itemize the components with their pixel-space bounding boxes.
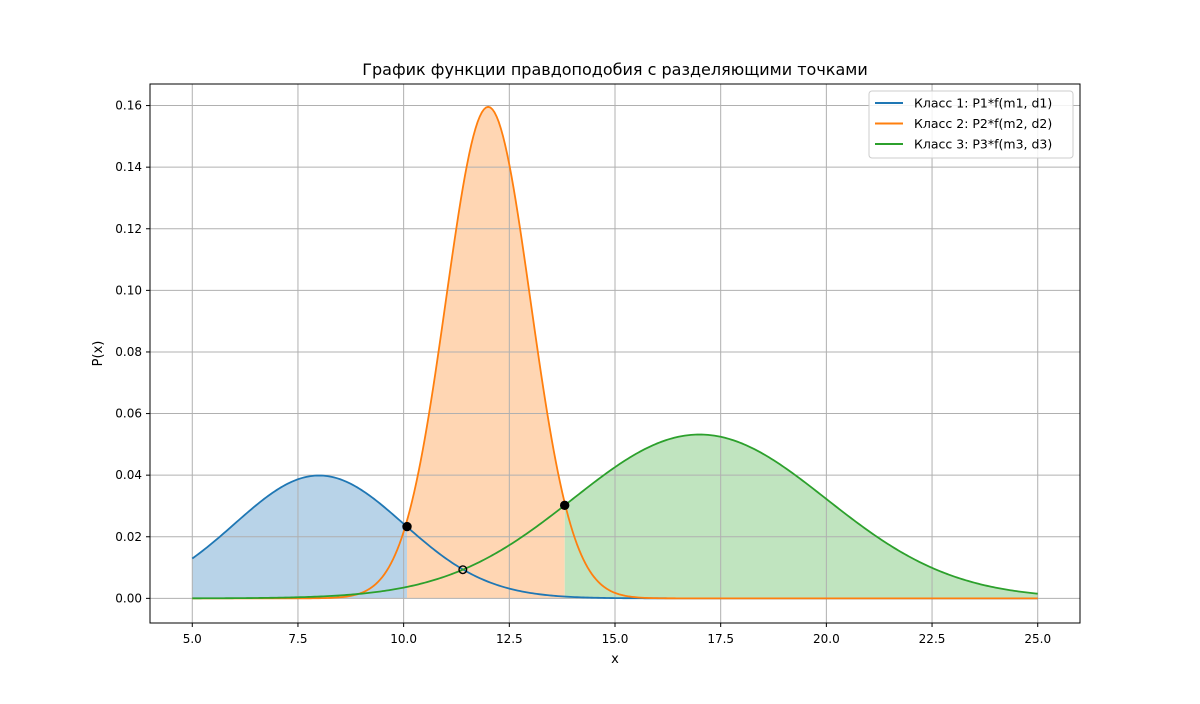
- y-tick-label-0: 0.00: [115, 591, 142, 605]
- x-tick-label-0: 5.0: [183, 632, 202, 646]
- fill-area-2: [407, 106, 565, 599]
- legend-label-3: Класс 3: P3*f(m3, d3): [914, 137, 1052, 152]
- x-tick-label-4: 15.0: [602, 632, 629, 646]
- x-tick-label-7: 22.5: [919, 632, 946, 646]
- y-tick-label-3: 0.06: [115, 407, 142, 421]
- legend-label-2: Класс 2: P2*f(m2, d2): [914, 116, 1052, 131]
- legend: Класс 1: P1*f(m1, d1) Класс 2: P2*f(m2, d…: [868, 90, 1074, 159]
- separating-point-2: [559, 500, 570, 511]
- y-tick-label-6: 0.12: [115, 222, 142, 236]
- x-tick-label-6: 20.0: [813, 632, 840, 646]
- y-tick-label-1: 0.02: [115, 530, 142, 544]
- y-tick-label-7: 0.14: [115, 160, 142, 174]
- separating-points: [402, 500, 570, 575]
- x-tick-label-3: 12.5: [496, 632, 523, 646]
- y-tick-label-8: 0.16: [115, 99, 142, 113]
- chart-title: График функции правдоподобия с разделяющ…: [362, 60, 867, 79]
- x-tick-label-5: 17.5: [707, 632, 734, 646]
- legend-box: [868, 90, 1074, 159]
- x-tick-label-1: 7.5: [288, 632, 307, 646]
- x-tick-label-8: 25.0: [1024, 632, 1051, 646]
- x-axis-label: x: [611, 652, 619, 667]
- separating-point-1: [402, 521, 412, 532]
- fill-area-3: [564, 434, 1038, 599]
- y-tick-label-5: 0.10: [115, 283, 142, 297]
- separating-point-3: [458, 565, 468, 575]
- x-tick-label-2: 10.0: [390, 632, 417, 646]
- y-tick-label-4: 0.08: [115, 345, 142, 359]
- legend-label-1: Класс 1: P1*f(m1, d1): [914, 96, 1052, 111]
- y-axis-ticks: 0.00 0.02 0.04 0.06 0.08 0.10 0.12 0.14 0.16: [115, 99, 150, 605]
- x-axis-ticks: 5.0 7.5 10.0 12.5 15.0 17.5 20.0 22.5 25.0: [183, 623, 1051, 646]
- y-axis-label: P(x): [91, 341, 106, 367]
- series-line-2: [192, 105, 1038, 600]
- series-lines: [191, 105, 1038, 600]
- y-tick-label-2: 0.04: [115, 468, 142, 482]
- series-line-3: [192, 433, 1038, 600]
